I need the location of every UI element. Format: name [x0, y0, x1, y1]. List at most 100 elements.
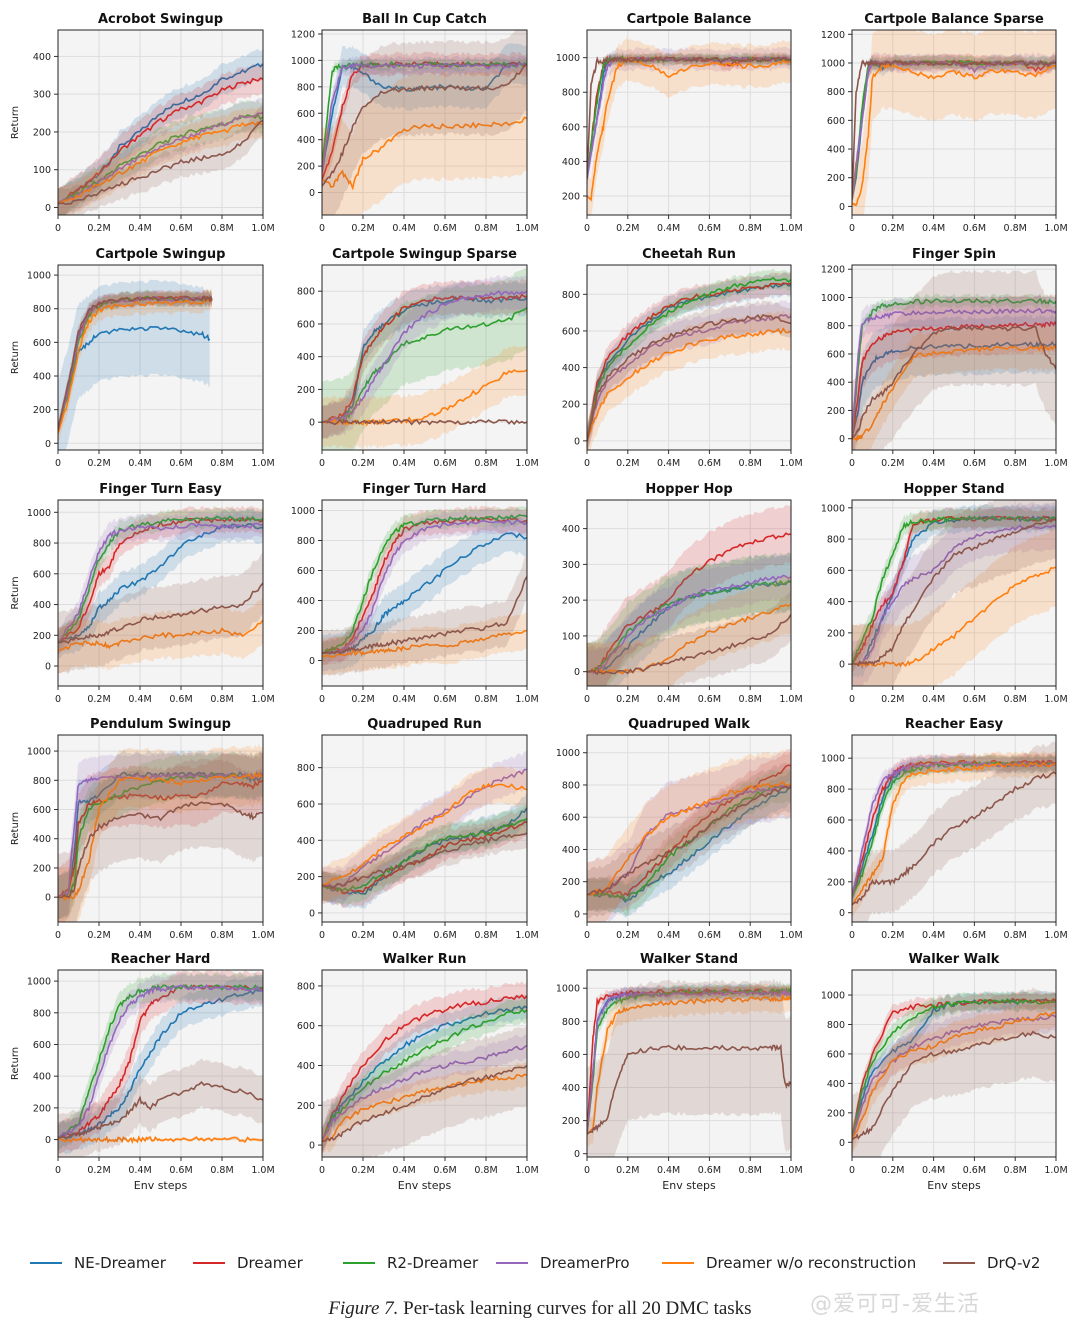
- series-line-drq-v2: [587, 1043, 791, 1135]
- series-band-dreamer-w-o-reconstruction: [587, 37, 791, 215]
- subplot: 0 0.2M 0.4M 0.6M 0.8M 1.0M 0 200 400 600 800 1000 12…: [821, 247, 1068, 469]
- x-tick-label: 0.6M: [169, 223, 192, 234]
- plot-area: [322, 505, 527, 677]
- series-band-dreamer-w-o-reconstruction: [587, 310, 791, 450]
- series-band-dreamer: [852, 293, 1056, 450]
- series-line-dreamer: [587, 532, 791, 673]
- series-band-dreamerpro: [322, 1033, 527, 1153]
- y-tick-label: 200: [827, 877, 845, 888]
- x-axis-label: Env steps: [398, 1179, 452, 1192]
- plot-background: [58, 970, 263, 1157]
- series-line-drq-v2: [58, 119, 263, 206]
- legend-swatch: [193, 1261, 225, 1265]
- series-line-dreamer: [587, 282, 791, 441]
- y-tick-label: 600: [827, 116, 845, 127]
- series-band-drq-v2: [587, 979, 791, 1157]
- series-line-ne-dreamer: [852, 340, 1056, 439]
- plot-background: [58, 735, 263, 922]
- subplot: 0 0.2M 0.4M 0.6M 0.8M 1.0M 0 200 400 600 800 1000 12…: [821, 12, 1068, 234]
- legend-item: DrQ-v2: [943, 1250, 1040, 1276]
- series-line-drq-v2: [322, 576, 527, 655]
- y-tick-label: 1000: [556, 748, 580, 759]
- subplot-title: Hopper Hop: [645, 482, 732, 497]
- series-band-r2-dreamer: [852, 990, 1056, 1149]
- y-tick-label: 800: [827, 1020, 845, 1031]
- y-tick-label: 600: [562, 813, 580, 824]
- plot-frame: [586, 969, 792, 1158]
- legend-swatch: [30, 1261, 62, 1265]
- x-tick-label: 1.0M: [779, 458, 802, 469]
- plot-frame: [851, 734, 1057, 923]
- series-line-dreamer-w-o-reconstruction: [587, 781, 791, 896]
- y-tick-label: 800: [562, 290, 580, 301]
- x-tick-label: 0.2M: [87, 458, 110, 469]
- series-band-ne-dreamer: [852, 990, 1056, 1149]
- y-tick-label: 200: [297, 1101, 315, 1112]
- x-tick-label: 0.2M: [616, 1165, 639, 1176]
- x-tick-label: 0.2M: [351, 930, 374, 941]
- x-tick-label: 0: [849, 223, 855, 234]
- series-band-r2-dreamer: [587, 268, 791, 450]
- y-tick-label: 1000: [821, 754, 845, 765]
- series-line-dreamer-w-o-reconstruction: [322, 629, 527, 658]
- series-line-drq-v2: [322, 418, 527, 426]
- y-tick-label: 600: [827, 1049, 845, 1060]
- plot-frame: [586, 734, 792, 923]
- series-band-dreamer: [587, 984, 791, 1139]
- y-tick-label: 1000: [821, 293, 845, 304]
- y-tick-label: 0: [574, 667, 580, 678]
- x-tick-label: 0.8M: [739, 930, 762, 941]
- series-line-dreamerpro: [58, 522, 263, 644]
- plot-frame: [321, 499, 528, 687]
- x-tick-label: 0.8M: [1004, 458, 1027, 469]
- x-tick-label: 1.0M: [251, 694, 274, 705]
- y-tick-label: 800: [827, 87, 845, 98]
- y-tick-label: 600: [33, 338, 51, 349]
- series-line-dreamer: [322, 515, 527, 655]
- x-tick-label: 0.6M: [698, 458, 721, 469]
- y-tick-label: 600: [33, 1040, 51, 1051]
- plot-area: [587, 504, 791, 686]
- learning-curves-figure: 0 0.2M 0.4M 0.6M 0.8M 1.0M 0 100 200 300 400 Acrobo…: [10, 12, 1068, 1192]
- x-tick-label: 0: [55, 930, 61, 941]
- x-tick-label: 0.6M: [963, 223, 986, 234]
- y-tick-label: 600: [562, 122, 580, 133]
- x-tick-label: 0.4M: [922, 930, 945, 941]
- x-tick-label: 0.8M: [739, 458, 762, 469]
- subplot: 0 0.2M 0.4M 0.6M 0.8M 1.0M 0 200 400 600 800 1000 Qu…: [556, 717, 803, 941]
- plot-frame: [57, 29, 264, 216]
- x-tick-label: 0.4M: [392, 223, 415, 234]
- plot-frame: [57, 734, 264, 923]
- y-tick-label: 0: [45, 893, 51, 904]
- series-line-dreamerpro: [587, 574, 791, 675]
- plot-frame: [57, 264, 264, 451]
- y-tick-label: 400: [827, 846, 845, 857]
- series-line-dreamer-w-o-reconstruction: [587, 56, 791, 202]
- subplot: 0 0.2M 0.4M 0.6M 0.8M 1.0M 0 200 400 600 800 1000 Pe…: [10, 717, 275, 941]
- y-tick-label: 200: [562, 596, 580, 607]
- y-tick-label: 400: [33, 834, 51, 845]
- x-tick-label: 1.0M: [779, 1165, 802, 1176]
- y-tick-label: 200: [33, 631, 51, 642]
- series-line-dreamer: [58, 778, 263, 898]
- y-tick-label: 400: [297, 836, 315, 847]
- y-tick-label: 600: [297, 109, 315, 120]
- plot-frame: [586, 499, 792, 687]
- subplot-title: Finger Turn Easy: [99, 482, 222, 497]
- y-tick-label: 400: [562, 845, 580, 856]
- y-tick-label: 600: [33, 569, 51, 580]
- series-line-r2-dreamer: [58, 983, 263, 1139]
- x-tick-label: 0.6M: [169, 930, 192, 941]
- y-tick-label: 1000: [27, 747, 51, 758]
- y-tick-label: 400: [33, 1072, 51, 1083]
- y-tick-label: 1000: [821, 991, 845, 1002]
- plot-area: [852, 500, 1056, 686]
- subplot: 0 0.2M 0.4M 0.6M 0.8M 1.0M 0 100 200 300 400 Acrobo…: [10, 12, 275, 234]
- series-line-r2-dreamer: [587, 276, 791, 441]
- y-tick-label: 200: [297, 872, 315, 883]
- series-line-dreamerpro: [322, 290, 527, 424]
- x-tick-label: 0: [849, 458, 855, 469]
- subplot-title: Reacher Easy: [905, 717, 1004, 732]
- caption-label: Figure 7.: [328, 1298, 399, 1319]
- x-tick-label: 0: [319, 694, 325, 705]
